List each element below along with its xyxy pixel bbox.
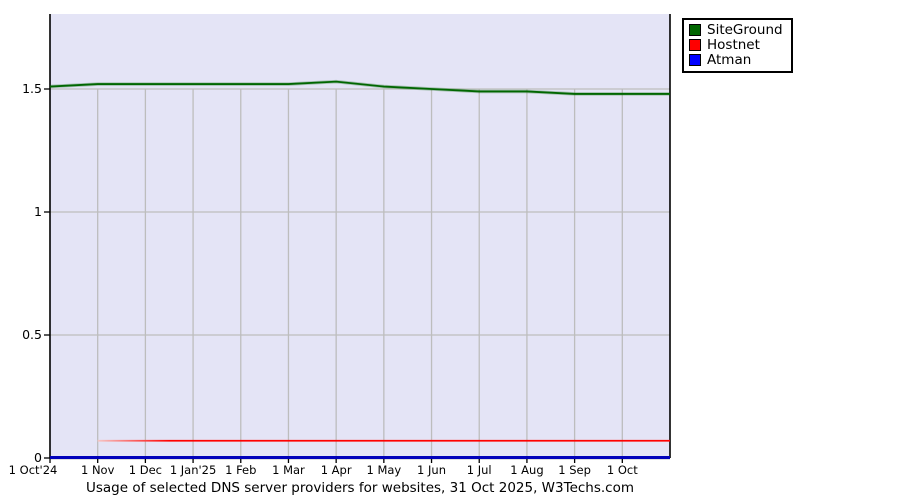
x-tick-label: 1 Mar bbox=[272, 463, 305, 477]
x-tick-label: 1 Jan'25 bbox=[169, 463, 217, 477]
legend-swatch-icon bbox=[689, 39, 701, 51]
y-tick-label: 1 bbox=[34, 204, 42, 219]
legend-label: SiteGround bbox=[707, 22, 783, 38]
y-tick-label: 0.5 bbox=[22, 327, 42, 342]
x-tick-label: 1 May bbox=[366, 463, 402, 477]
legend-label: Hostnet bbox=[707, 37, 760, 53]
legend-item: Atman bbox=[689, 53, 783, 67]
chart-title: Usage of selected DNS server providers f… bbox=[85, 480, 635, 496]
legend-item: SiteGround bbox=[689, 23, 783, 37]
legend: SiteGround Hostnet Atman bbox=[682, 18, 793, 73]
legend-label: Atman bbox=[707, 52, 752, 68]
x-tick-label: 1 Dec bbox=[128, 463, 162, 477]
plot-background bbox=[50, 14, 670, 458]
legend-swatch-icon bbox=[689, 24, 701, 36]
x-tick-label: 1 Aug bbox=[510, 463, 544, 477]
legend-swatch-icon bbox=[689, 54, 701, 66]
y-tick-label: 0 bbox=[34, 450, 42, 465]
series-line-siteground bbox=[49, 80, 670, 95]
x-tick-label: 1 Jul bbox=[466, 463, 492, 477]
y-tick-label: 1.5 bbox=[22, 81, 42, 96]
x-tick-label: 1 Nov bbox=[80, 463, 115, 477]
x-tick-label: 1 Oct'24 bbox=[8, 463, 58, 477]
legend-item: Hostnet bbox=[689, 38, 783, 52]
x-tick-label: 1 Apr bbox=[320, 463, 352, 477]
x-tick-label: 1 Sep bbox=[558, 463, 591, 477]
x-tick-label: 1 Oct bbox=[606, 463, 638, 477]
x-tick-label: 1 Feb bbox=[225, 463, 257, 477]
x-tick-label: 1 Jun bbox=[417, 463, 446, 477]
